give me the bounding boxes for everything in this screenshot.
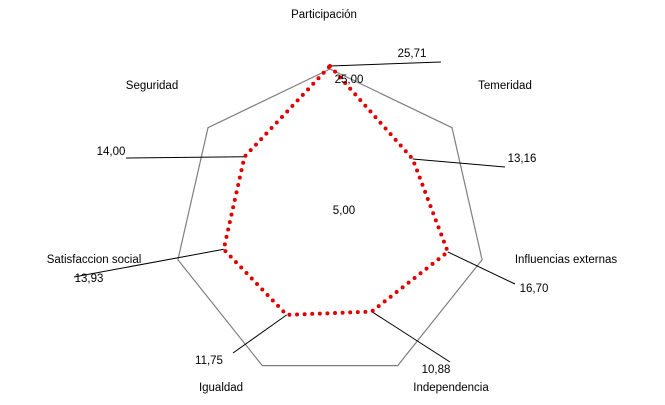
radial-tick-label: 25,00	[335, 74, 364, 86]
axis-label: Participación	[291, 9, 357, 21]
leader-line	[232, 314, 287, 354]
leader-line	[412, 158, 506, 168]
leader-line	[73, 248, 224, 278]
leader-line	[447, 251, 516, 285]
axis-labels: Participación Temeridad Influencias extern…	[47, 9, 618, 394]
data-label: 13,93	[75, 273, 104, 285]
data-label: 25,71	[398, 48, 427, 60]
data-label: 11,75	[195, 355, 223, 367]
axis-label: Seguridad	[126, 80, 178, 92]
axis-label: Independencia	[413, 382, 489, 394]
radial-tick-label: 5,00	[333, 205, 355, 217]
axis-label: Igualdad	[199, 382, 243, 394]
axis-label: Satisfaccion social	[47, 254, 142, 266]
outer-grid-ring	[177, 68, 483, 367]
value-labels: 25,71 13,16 16,70 10,88 11,75 13,93 14,00	[75, 48, 549, 376]
leader-line	[329, 61, 442, 67]
leader-line	[371, 311, 451, 363]
data-label: 10,88	[422, 364, 451, 376]
data-label: 14,00	[97, 146, 126, 158]
series-line	[221, 64, 450, 317]
data-label: 13,16	[508, 153, 537, 165]
data-label: 16,70	[520, 283, 549, 295]
axis-label: Temeridad	[478, 80, 532, 92]
leader-lines	[73, 61, 516, 363]
leader-line	[125, 156, 245, 159]
axis-label: Influencias externas	[515, 254, 618, 266]
